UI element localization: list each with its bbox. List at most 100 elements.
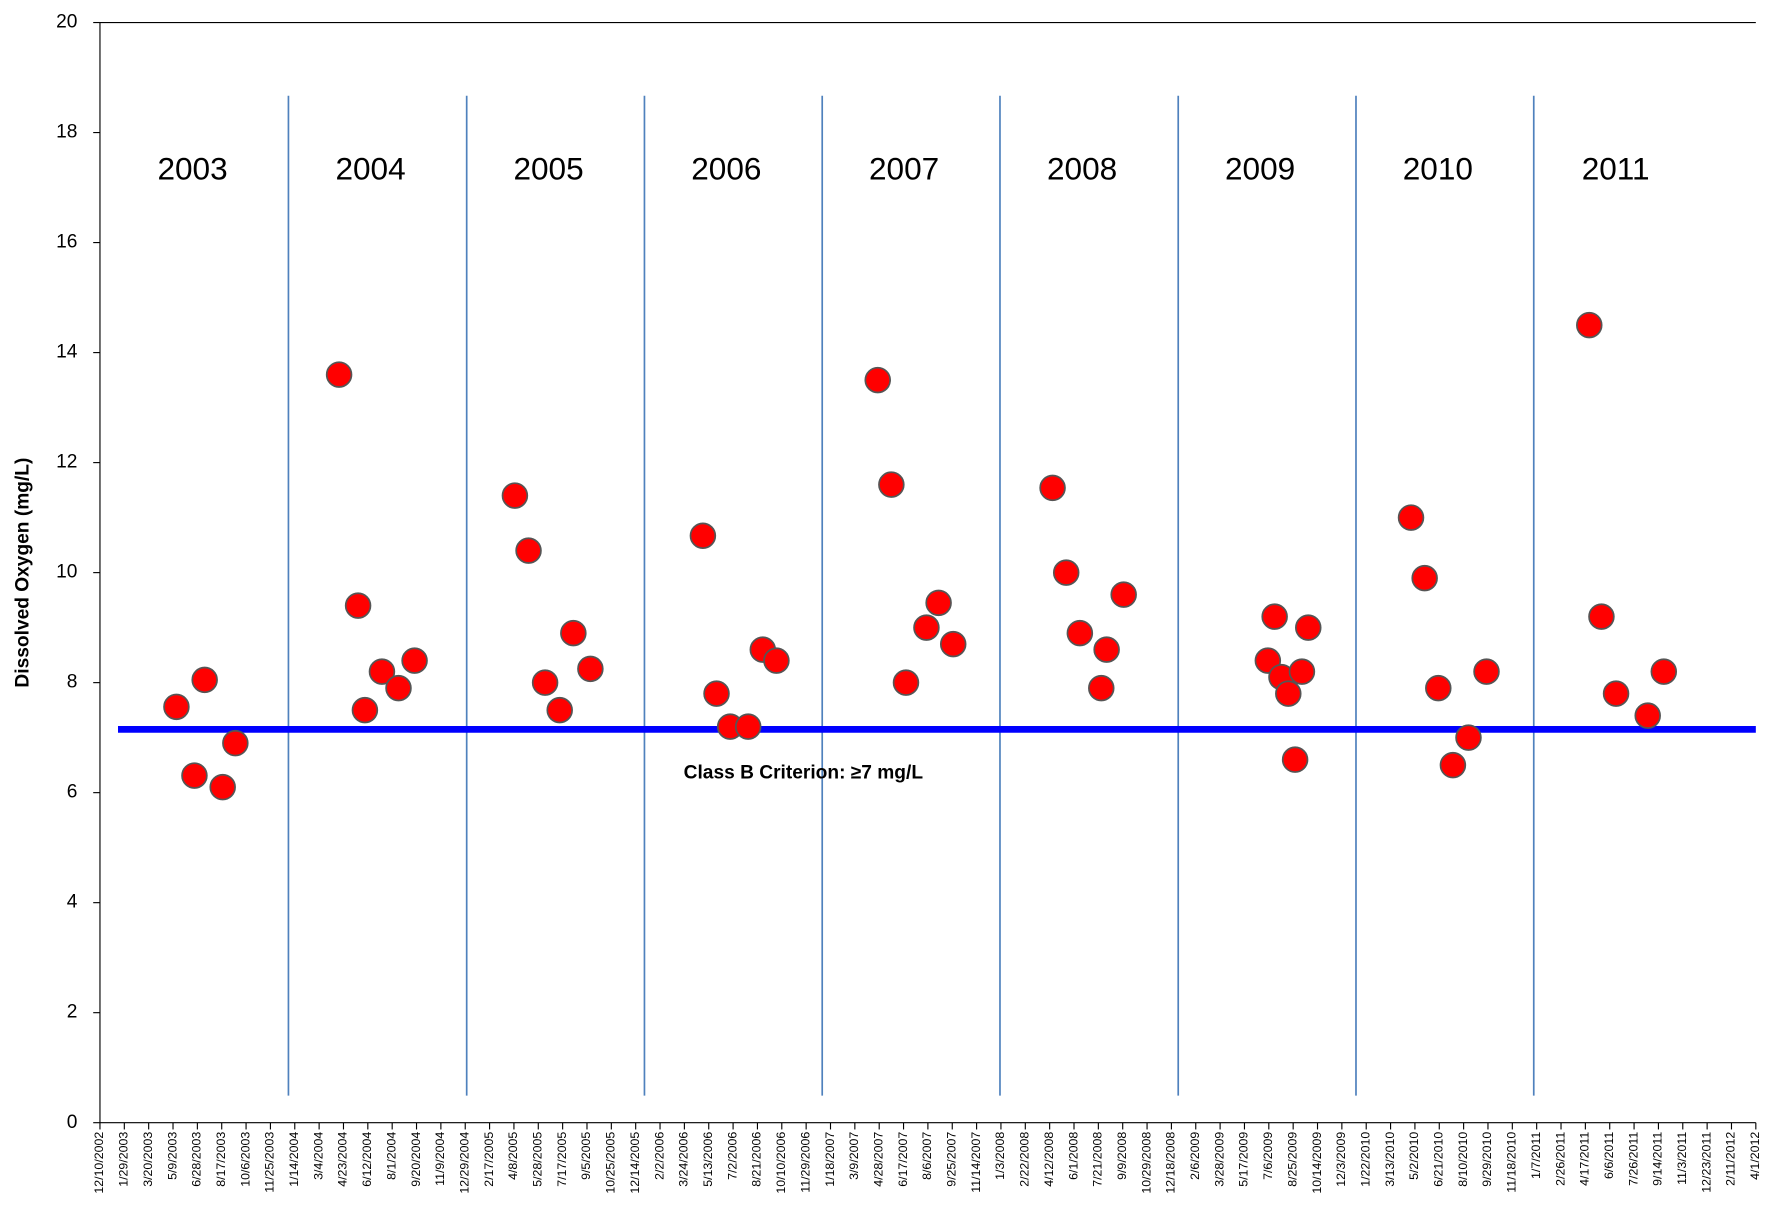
x-tick-label: 10/14/2009 [1310,1132,1324,1194]
data-point [577,655,604,683]
x-tick-label: 9/25/2007 [945,1132,959,1187]
year-label: 2003 [157,151,227,187]
x-tick-label: 1/18/2007 [823,1132,837,1187]
x-tick-label: 10/6/2003 [238,1132,252,1187]
data-point [1473,658,1500,685]
x-tick-label: 9/20/2004 [409,1132,423,1187]
x-tick-label: 2/11/2012 [1724,1132,1738,1186]
data-point [864,366,891,394]
x-tick-label: 6/17/2007 [896,1132,910,1187]
x-tick-label: 11/9/2004 [433,1132,447,1186]
y-tick-label: 14 [56,342,78,363]
x-tick-label: 11/25/2003 [263,1132,277,1193]
x-tick-label: 12/10/2002 [92,1132,106,1194]
y-tick-label: 12 [56,452,77,473]
x-tick-label: 1/7/2011 [1529,1132,1543,1179]
y-tick-label: 20 [56,12,77,33]
x-tick-label: 3/13/2010 [1383,1132,1397,1187]
year-label: 2004 [335,151,405,187]
x-tick-label: 2/17/2005 [482,1132,496,1187]
data-point [1634,702,1661,729]
data-point [689,522,717,550]
x-tick-label: 5/17/2009 [1237,1132,1251,1187]
x-tick-label: 5/2/2010 [1407,1132,1421,1180]
data-point [892,669,920,696]
year-label: 2011 [1582,151,1650,187]
data-point [344,592,372,619]
x-tick-label: 6/21/2010 [1432,1132,1446,1187]
year-label: 2005 [513,151,583,187]
data-point [531,669,559,696]
x-tick-label: 8/10/2010 [1456,1132,1470,1187]
x-tick-label: 8/21/2006 [750,1132,764,1187]
data-point [734,713,762,740]
data-point [1261,603,1288,630]
year-label: 2008 [1047,151,1117,187]
y-tick-label: 2 [67,1002,78,1023]
data-point [163,693,190,721]
data-point [1288,658,1316,685]
x-tick-label: 7/26/2011 [1626,1132,1640,1186]
x-tick-label: 8/6/2007 [920,1132,934,1180]
year-label: 2006 [691,151,761,187]
x-tick-label: 12/23/2011 [1699,1132,1713,1193]
y-tick-label: 16 [56,232,77,253]
x-tick-label: 4/23/2004 [336,1132,350,1187]
data-point [1052,559,1080,586]
data-point [763,647,790,674]
data-point [560,619,587,647]
x-tick-label: 5/13/2006 [701,1132,715,1187]
x-tick-label: 8/1/2004 [384,1132,398,1180]
x-tick-label: 2/22/2008 [1018,1132,1032,1187]
x-tick-label: 12/29/2004 [457,1132,471,1194]
x-tick-label: 8/25/2009 [1285,1132,1299,1187]
data-point [1650,658,1678,685]
x-tick-label: 2/26/2011 [1553,1132,1567,1186]
data-point [325,361,353,388]
x-tick-label: 11/18/2010 [1505,1132,1519,1193]
data-point [385,674,412,702]
x-tick-label: 3/24/2006 [677,1132,691,1187]
data-point [401,647,428,674]
x-tick-label: 3/20/2003 [141,1132,155,1187]
y-tick-label: 6 [67,782,78,803]
x-tick-label: 12/14/2005 [628,1132,642,1194]
x-tick-label: 8/17/2003 [214,1132,228,1187]
data-point [878,471,905,498]
data-point [913,614,940,641]
data-point [1275,680,1302,707]
data-point [1602,680,1630,707]
data-point [1455,724,1482,751]
x-tick-label: 9/29/2010 [1480,1132,1494,1187]
data-point [222,729,249,757]
data-point [1039,474,1066,502]
y-tick-label: 4 [67,892,78,913]
data-point [181,762,208,789]
x-tick-label: 7/21/2008 [1091,1132,1105,1187]
data-point [1439,751,1467,779]
data-point [1576,311,1603,339]
x-tick-label: 3/4/2004 [311,1132,325,1180]
x-tick-label: 4/28/2007 [871,1132,885,1187]
data-point [501,482,529,509]
x-tick-label: 5/28/2005 [531,1132,545,1187]
x-tick-label: 7/6/2009 [1261,1132,1275,1180]
x-tick-label: 10/29/2008 [1139,1132,1153,1194]
data-point [1295,614,1322,641]
x-tick-label: 7/2/2006 [725,1132,739,1180]
y-tick-label: 18 [56,122,77,143]
x-tick-label: 1/22/2010 [1358,1132,1372,1187]
x-tick-label: 4/17/2011 [1578,1132,1592,1186]
x-tick-label: 12/3/2009 [1334,1132,1348,1187]
x-tick-label: 3/28/2009 [1212,1132,1226,1187]
x-tick-label: 12/18/2008 [1164,1132,1178,1194]
year-label: 2009 [1225,151,1295,187]
data-point [1397,504,1425,531]
x-tick-label: 1/3/2008 [993,1132,1007,1180]
x-tick-label: 4/1/2012 [1748,1132,1762,1180]
y-tick-label: 8 [67,672,78,693]
data-point [1281,746,1309,773]
x-tick-label: 10/10/2006 [774,1132,788,1194]
x-tick-label: 1/14/2004 [287,1132,301,1187]
